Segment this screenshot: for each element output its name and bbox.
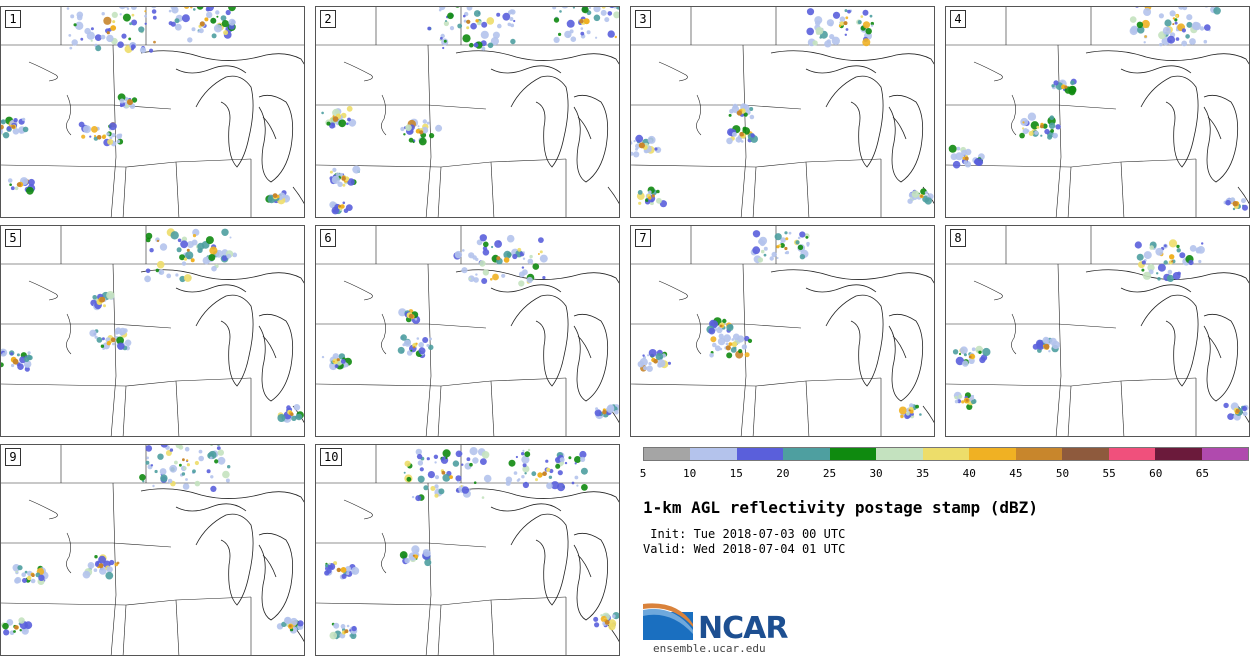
colorbar-tick-40: 40 bbox=[962, 467, 976, 480]
colorbar-tick-25: 25 bbox=[822, 467, 837, 480]
colorbar-tick-35: 35 bbox=[916, 467, 930, 480]
colorbar-tick-30: 30 bbox=[869, 467, 883, 480]
ensemble-member-panel-4: 4 bbox=[945, 6, 1250, 218]
colorbar-tick-50: 50 bbox=[1055, 467, 1070, 480]
ncar-wordmark: NCAR bbox=[698, 611, 788, 646]
member-number-label: 1 bbox=[5, 10, 21, 28]
ensemble-member-panel-8: 8 bbox=[945, 225, 1250, 437]
colorbar-tick-45: 45 bbox=[1009, 467, 1023, 480]
map-canvas bbox=[631, 7, 934, 217]
colorbar-tick-55: 55 bbox=[1102, 467, 1116, 480]
colorbar-tick-15: 15 bbox=[729, 467, 743, 480]
member-number-label: 5 bbox=[5, 229, 21, 247]
colorbar-segment-60 bbox=[1155, 448, 1202, 460]
member-number-label: 7 bbox=[635, 229, 651, 247]
map-canvas bbox=[316, 445, 619, 655]
member-number-label: 9 bbox=[5, 448, 21, 466]
member-number-label: 6 bbox=[320, 229, 336, 247]
valid-time: Valid: Wed 2018-07-04 01 UTC bbox=[643, 542, 846, 556]
colorbar-tick-20: 20 bbox=[776, 467, 790, 480]
colorbar-segment-40 bbox=[969, 448, 1016, 460]
colorbar-tick-10: 10 bbox=[682, 467, 697, 480]
map-canvas bbox=[1, 7, 304, 217]
colorbar-segment-65 bbox=[1201, 448, 1249, 460]
colorbar-segment-30 bbox=[876, 448, 923, 460]
colorbar-segment-50 bbox=[1062, 448, 1109, 460]
colorbar-tick-65: 65 bbox=[1195, 467, 1209, 480]
member-number-label: 8 bbox=[950, 229, 966, 247]
ensemble-member-panel-6: 6 bbox=[315, 225, 620, 437]
colorbar-segment-10 bbox=[690, 448, 737, 460]
colorbar-segment-35 bbox=[922, 448, 970, 460]
figure-title: 1-km AGL reflectivity postage stamp (dBZ… bbox=[643, 498, 1038, 517]
ncar-logo-icon bbox=[643, 603, 693, 640]
init-time: Init: Tue 2018-07-03 00 UTC bbox=[643, 527, 846, 541]
colorbar-tick-5: 5 bbox=[639, 467, 647, 480]
ensemble-member-panel-3: 3 bbox=[630, 6, 935, 218]
map-canvas bbox=[316, 7, 619, 217]
ensemble-url[interactable]: ensemble.ucar.edu bbox=[653, 642, 766, 655]
colorbar-segment-55 bbox=[1108, 448, 1156, 460]
map-canvas bbox=[1, 226, 304, 436]
ensemble-member-panel-5: 5 bbox=[0, 225, 305, 437]
ensemble-member-panel-9: 9 bbox=[0, 444, 305, 656]
map-canvas bbox=[316, 226, 619, 436]
map-canvas bbox=[1, 445, 304, 655]
ensemble-member-panel-2: 2 bbox=[315, 6, 620, 218]
colorbar-segment-5 bbox=[644, 448, 691, 460]
member-number-label: 10 bbox=[320, 448, 343, 466]
colorbar-tick-labels: 5 10 15 20 25 30 35 40 45 50 55 60 65 bbox=[639, 467, 1249, 481]
reflectivity-colorbar bbox=[643, 447, 1249, 461]
map-canvas bbox=[946, 226, 1249, 436]
member-number-label: 2 bbox=[320, 10, 336, 28]
member-number-label: 3 bbox=[635, 10, 651, 28]
colorbar-segment-20 bbox=[783, 448, 830, 460]
map-canvas bbox=[946, 7, 1249, 217]
ensemble-member-panel-10: 10 bbox=[315, 444, 620, 656]
colorbar-segment-45 bbox=[1015, 448, 1063, 460]
colorbar-segment-25 bbox=[829, 448, 877, 460]
member-number-label: 4 bbox=[950, 10, 966, 28]
map-canvas bbox=[631, 226, 934, 436]
colorbar-segment-15 bbox=[736, 448, 784, 460]
ensemble-member-panel-1: 1 bbox=[0, 6, 305, 218]
colorbar-tick-60: 60 bbox=[1149, 467, 1163, 480]
ensemble-member-panel-7: 7 bbox=[630, 225, 935, 437]
